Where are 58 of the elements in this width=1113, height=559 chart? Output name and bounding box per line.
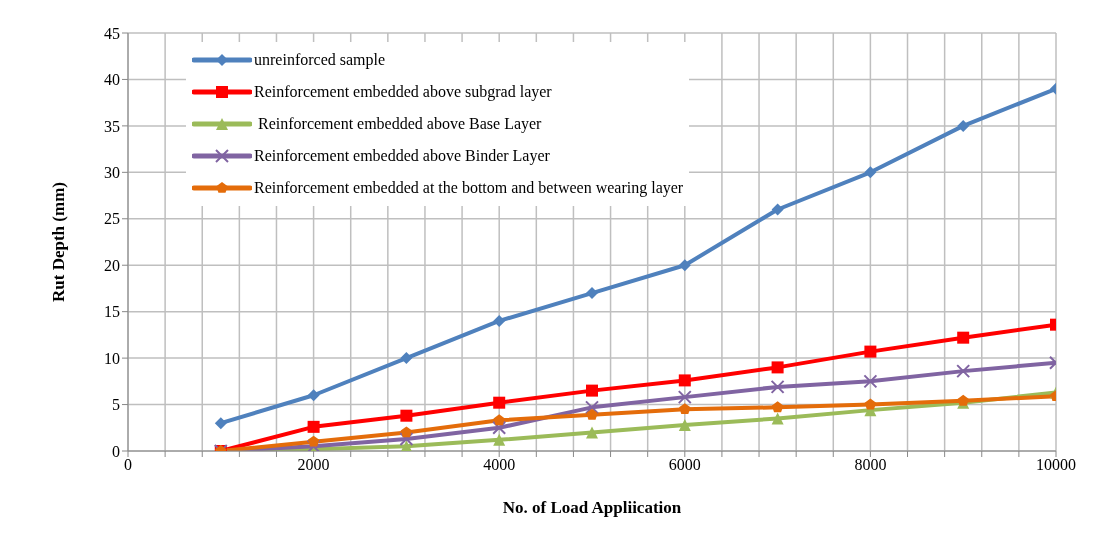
x-tick-label: 0: [124, 456, 132, 474]
y-tick-label: 15: [104, 303, 120, 321]
point: [864, 398, 877, 410]
point: [771, 401, 784, 413]
point: [400, 352, 413, 365]
legend-label: unreinforced sample: [254, 51, 386, 69]
legend-label: Reinforcement embedded above Binder Layer: [254, 147, 550, 165]
y-axis-title: Rut Depth (mm): [49, 182, 69, 302]
point: [307, 420, 320, 433]
point: [493, 414, 505, 426]
point: [956, 364, 971, 379]
point: [307, 435, 320, 447]
point: [677, 390, 692, 405]
point: [770, 379, 785, 394]
legend-label: Reinforcement embedded above subgrad layer: [254, 83, 552, 101]
x-tick-label: 6000: [668, 456, 701, 474]
point: [307, 389, 320, 402]
point: [678, 374, 691, 387]
y-tick-label: 45: [104, 24, 120, 42]
y-tick-label: 25: [104, 210, 120, 228]
x-tick-label: 10000: [1036, 456, 1076, 474]
point: [493, 314, 506, 327]
point: [493, 433, 506, 446]
point: [586, 426, 598, 439]
legend-label: Reinforcement embedded at the bottom and between wearing layer: [254, 179, 684, 197]
y-tick-label: 5: [112, 396, 120, 414]
y-tick-label: 40: [104, 71, 120, 89]
x-tick-label: 2000: [297, 456, 330, 474]
point: [400, 426, 413, 438]
x-axis-title: No. of Load Appliication: [502, 498, 682, 517]
point: [493, 396, 506, 409]
y-tick-label: 10: [104, 349, 120, 367]
x-tick-label: 8000: [854, 456, 887, 474]
point: [678, 418, 691, 431]
point: [586, 408, 598, 420]
point: [678, 259, 691, 272]
y-tick-label: 0: [112, 442, 120, 460]
point: [679, 403, 691, 415]
point: [863, 374, 878, 389]
y-tick-label: 20: [104, 256, 120, 274]
point: [864, 166, 877, 179]
point: [957, 119, 970, 132]
point: [957, 331, 970, 344]
y-tick-label: 30: [104, 164, 120, 182]
point: [400, 409, 413, 422]
point: [771, 203, 784, 216]
point: [492, 420, 507, 435]
point: [214, 417, 227, 430]
legend-label: Reinforcement embedded above Base Layer: [257, 115, 542, 133]
point: [771, 412, 784, 425]
point: [586, 384, 598, 397]
point: [585, 400, 599, 415]
point: [771, 361, 784, 374]
point: [864, 345, 877, 358]
x-tick-label: 4000: [483, 456, 516, 474]
y-tick-label: 35: [104, 117, 120, 135]
point: [586, 287, 598, 300]
point: [399, 431, 414, 446]
